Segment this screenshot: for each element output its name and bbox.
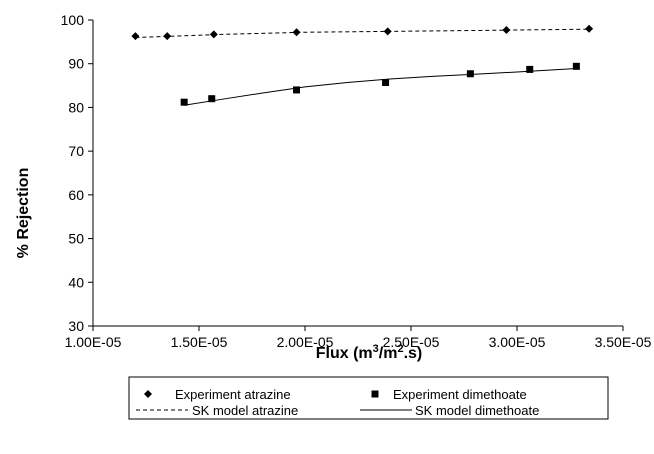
- x-tick-label: 1.00E-05: [65, 334, 122, 350]
- sk-model-atrazine-line: [135, 28, 590, 38]
- x-tick-label: 3.50E-05: [595, 334, 652, 350]
- y-tick-label: 90: [68, 56, 84, 72]
- series-layer: [131, 24, 594, 106]
- y-tick-label: 40: [68, 274, 84, 290]
- experiment-dimethoate-point: [180, 98, 188, 106]
- legend-symbol-experiment-dimethoate: [371, 390, 379, 398]
- experiment-dimethoate-point: [572, 62, 580, 70]
- series-experiment-dimethoate: [180, 62, 580, 106]
- y-tick-label: 80: [68, 99, 84, 115]
- y-tick-label: 30: [68, 318, 84, 334]
- x-tick-label: 2.00E-05: [277, 334, 334, 350]
- tick-labels: 30 40 50 60 70 80 90 100 1.00E-05 1.50E-05 2.00E-0…: [61, 12, 652, 350]
- x-axis-title: Flux (m3/m2.s): [316, 343, 422, 362]
- series-sk-model-dimethoate: [184, 68, 577, 106]
- x-tick-label: 3.00E-05: [489, 334, 546, 350]
- x-tick-label: 1.50E-05: [171, 334, 228, 350]
- experiment-dimethoate-point: [526, 65, 534, 73]
- x-tick-label: 2.50E-05: [383, 334, 440, 350]
- series-experiment-atrazine: [131, 24, 594, 41]
- experiment-dimethoate-point: [208, 95, 216, 103]
- y-tick-label: 100: [61, 12, 85, 28]
- experiment-dimethoate-point: [382, 79, 390, 87]
- experiment-atrazine-point: [585, 24, 594, 33]
- experiment-dimethoate-point: [293, 86, 301, 94]
- legend-label-sk-model-dimethoate: SK model dimethoate: [415, 403, 539, 418]
- axes: [88, 19, 624, 331]
- sk-model-dimethoate-line: [184, 68, 577, 106]
- legend: Experiment atrazine Experiment dimethoate…: [128, 376, 609, 420]
- legend-symbol-experiment-atrazine: [144, 390, 152, 398]
- legend-box: [128, 376, 609, 420]
- legend-label-experiment-atrazine: Experiment atrazine: [175, 387, 291, 402]
- legend-label-sk-model-atrazine: SK model atrazine: [192, 403, 298, 418]
- series-sk-model-atrazine: [135, 28, 590, 38]
- experiment-dimethoate-point: [466, 70, 474, 78]
- y-tick-label: 50: [68, 231, 84, 247]
- y-tick-label: 60: [68, 187, 84, 203]
- legend-label-experiment-dimethoate: Experiment dimethoate: [393, 387, 527, 402]
- experiment-atrazine-point: [131, 32, 140, 41]
- y-axis-title: % Rejection: [15, 168, 32, 259]
- y-tick-label: 70: [68, 143, 84, 159]
